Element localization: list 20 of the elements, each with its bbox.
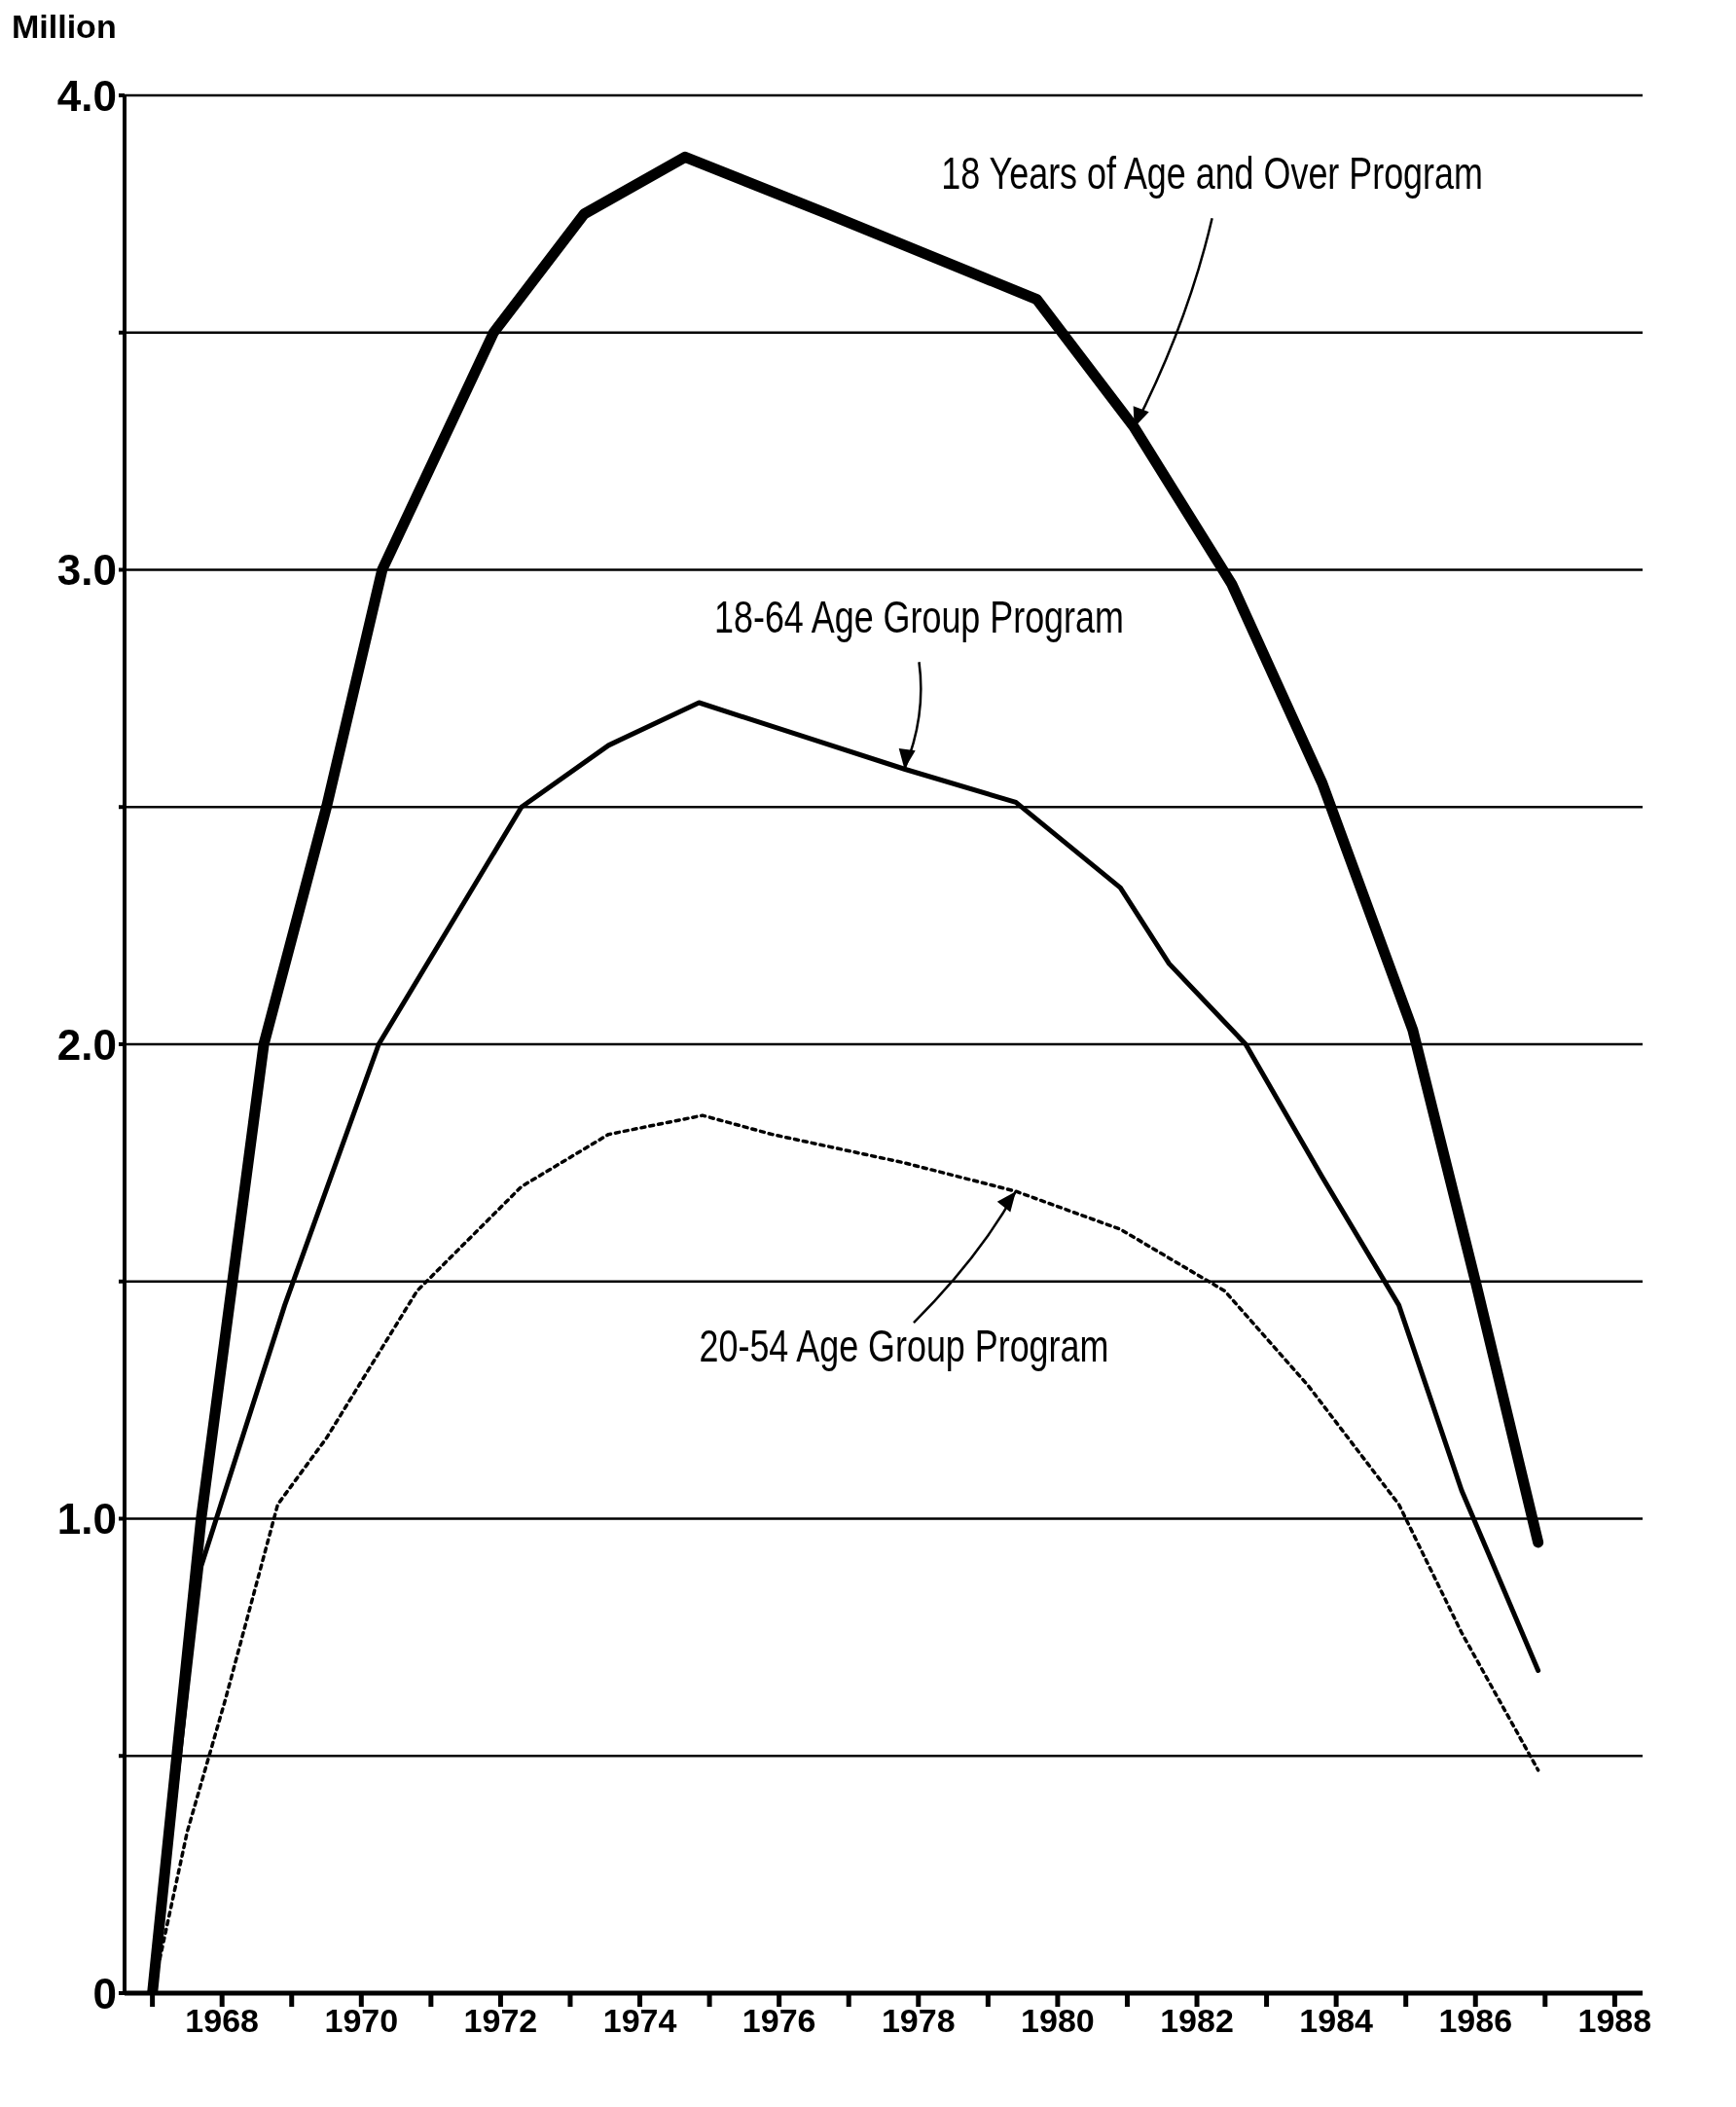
y-tick-label: 4.0 bbox=[56, 71, 117, 120]
annotation: 20-54 Age Group Program bbox=[699, 1321, 1109, 1372]
x-tick-label: 1980 bbox=[1021, 2002, 1095, 2040]
x-tick-label: 1968 bbox=[185, 2002, 259, 2040]
x-tick-label: 1978 bbox=[881, 2002, 956, 2040]
x-tick-label: 1988 bbox=[1577, 2002, 1652, 2040]
y-tick-label: 1.0 bbox=[56, 1495, 117, 1544]
x-tick-label: 1974 bbox=[602, 2002, 677, 2040]
annotation: 18 Years of Age and Over Program bbox=[941, 148, 1483, 200]
x-tick-label: 1970 bbox=[324, 2002, 399, 2040]
annotation: 18-64 Age Group Program bbox=[714, 592, 1124, 643]
y-tick-label: 3.0 bbox=[56, 546, 117, 595]
y-tick-label: 2.0 bbox=[56, 1020, 117, 1069]
x-tick-label: 1976 bbox=[741, 2002, 816, 2040]
y-tick-label: 0 bbox=[92, 1969, 117, 2017]
x-tick-label: 1984 bbox=[1299, 2002, 1374, 2040]
y-axis-title: Million bbox=[11, 8, 118, 47]
x-tick-label: 1972 bbox=[463, 2002, 538, 2040]
x-tick-label: 1986 bbox=[1438, 2002, 1513, 2040]
x-tick-label: 1982 bbox=[1160, 2002, 1234, 2040]
